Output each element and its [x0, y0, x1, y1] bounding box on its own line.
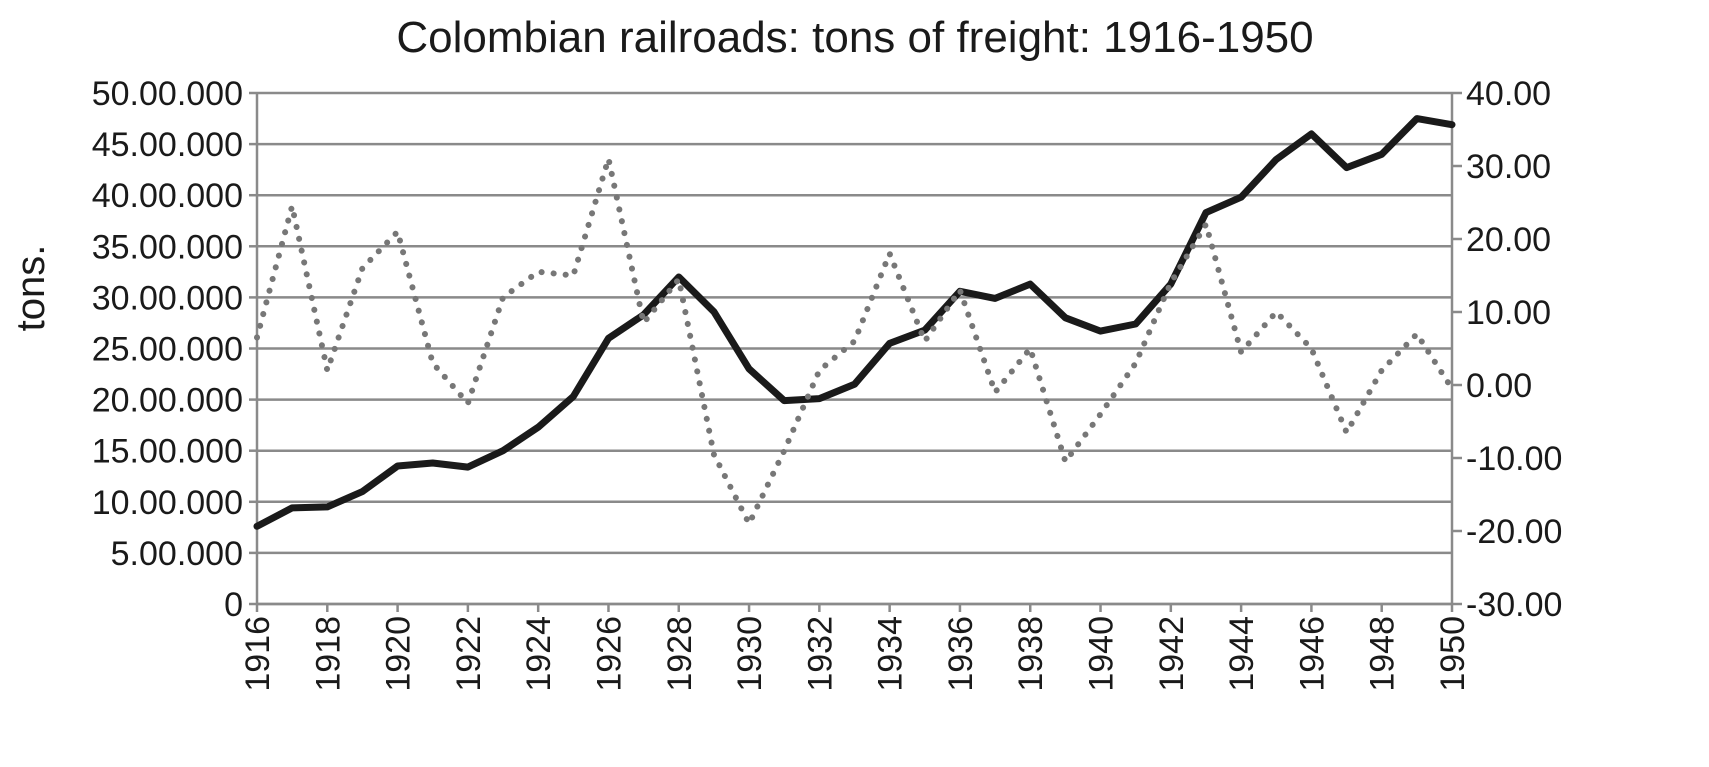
y-right-tick-label: 20.00	[1466, 221, 1551, 259]
y-left-tick-label: 30.00.000	[92, 279, 243, 317]
x-tick-label: 1940	[1083, 616, 1121, 692]
y-axis-label: tons.	[9, 245, 53, 332]
y-right-tick-label: -30.00	[1466, 586, 1562, 624]
gridlines	[257, 91, 1452, 606]
x-tick-label: 1942	[1153, 616, 1191, 692]
y-right-tick-label: 10.00	[1466, 294, 1551, 332]
x-tick-label: 1932	[801, 616, 839, 692]
x-tick-label: 1930	[731, 616, 769, 692]
x-tick-label: 1928	[661, 616, 699, 692]
x-tick-label: 1938	[1012, 616, 1050, 692]
y-left-tick-label: 45.00.000	[92, 126, 243, 164]
y-right-tick-label: -20.00	[1466, 513, 1562, 551]
y-left-tick-label: 25.00.000	[92, 331, 243, 369]
x-tick-label: 1944	[1223, 616, 1261, 692]
y-left-tick-label: 35.00.000	[92, 228, 243, 266]
y-left-tick-label: 50.00.000	[92, 75, 243, 113]
y-left-tick-label: 20.00.000	[92, 382, 243, 420]
x-tick-label: 1922	[450, 616, 488, 692]
x-tick-label: 1936	[942, 616, 980, 692]
x-tick-label: 1934	[872, 616, 910, 692]
y-left-tick-label: 5.00.000	[111, 535, 243, 573]
y-axis-left-ticks: 0 5.00.000 10.00.000 15.00.000 20.00.000 25.0…	[92, 75, 257, 624]
series-solid-line	[253, 115, 1456, 530]
series-group	[253, 115, 1456, 530]
chart-title: Colombian railroads: tons of freight: 19…	[396, 13, 1313, 62]
x-tick-label: 1918	[309, 616, 347, 692]
y-left-tick-label: 40.00.000	[92, 177, 243, 215]
x-tick-label: 1946	[1293, 616, 1331, 692]
x-tick-label: 1948	[1364, 616, 1402, 692]
x-axis-ticks: 1916 1918 1920 1922 1924 1926 1928 1930 1932 1934…	[239, 604, 1472, 692]
x-tick-label: 1924	[520, 616, 558, 692]
x-tick-label: 1916	[239, 616, 277, 692]
x-tick-label: 1920	[380, 616, 418, 692]
series-dotted-line	[254, 155, 1455, 527]
y-right-tick-label: 40.00	[1466, 75, 1551, 113]
x-tick-label: 1950	[1434, 616, 1472, 692]
y-left-tick-label: 0	[224, 586, 243, 624]
y-left-tick-label: 10.00.000	[92, 484, 243, 522]
y-left-tick-label: 15.00.000	[92, 433, 243, 471]
x-tick-label: 1926	[590, 616, 628, 692]
y-right-tick-label: -10.00	[1466, 440, 1562, 478]
y-right-tick-label: 30.00	[1466, 148, 1551, 186]
y-axis-right-ticks: -30.00 -20.00 -10.00 0.00 10.00 20.00 30.00 40.…	[1452, 75, 1562, 624]
y-right-tick-label: 0.00	[1466, 367, 1532, 405]
